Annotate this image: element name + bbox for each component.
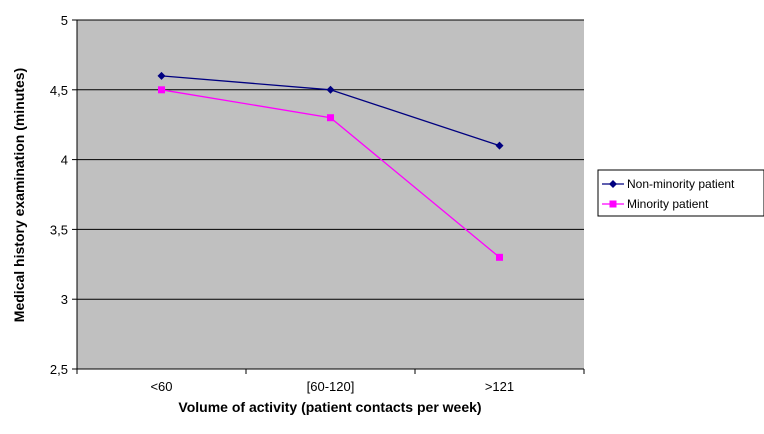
y-tick-label: 4	[61, 153, 68, 168]
data-point	[157, 71, 166, 80]
data-point	[326, 85, 335, 94]
data-point	[158, 86, 165, 94]
legend-item: Minority patient	[602, 197, 709, 211]
data-point	[496, 253, 503, 261]
legend-label: Non-minority patient	[627, 177, 735, 191]
x-axis-title: Volume of activity (patient contacts per…	[178, 399, 481, 415]
legend: Non-minority patient Minority patient	[597, 169, 764, 217]
y-tick-label: 3,5	[50, 222, 68, 237]
y-axis-title: Medical history examination (minutes)	[11, 68, 27, 322]
data-point	[327, 114, 334, 122]
series-2	[158, 86, 503, 261]
series-1	[157, 71, 504, 150]
legend-swatch-marker	[609, 200, 617, 208]
legend-swatch-marker	[609, 180, 617, 188]
x-tick-label: [60-120]	[307, 379, 355, 394]
legend-label: Minority patient	[627, 197, 709, 211]
data-point	[495, 141, 504, 150]
data-series	[157, 71, 504, 261]
plot-area	[77, 20, 584, 369]
y-tick-label: 2,5	[50, 362, 68, 377]
legend-box	[597, 169, 764, 217]
y-tick-label: 3	[61, 292, 68, 307]
x-tick-label: <60	[150, 379, 172, 394]
y-axis-ticks: 2,5 3 3,5 4 4,5 5	[50, 13, 77, 377]
legend-item: Non-minority patient	[602, 177, 735, 191]
x-axis-ticks: <60 [60-120] >121	[76, 369, 585, 394]
y-tick-label: 5	[61, 13, 68, 28]
x-tick-label: >121	[485, 379, 514, 394]
y-tick-label: 4,5	[50, 83, 68, 98]
